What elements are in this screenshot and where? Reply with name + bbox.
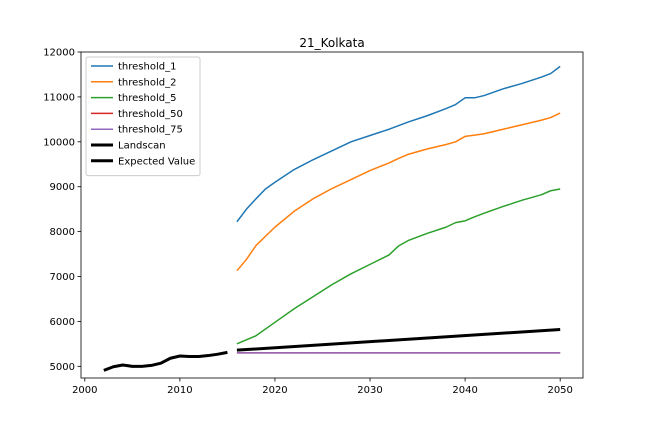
y-tick-label: 10000: [43, 137, 75, 148]
x-tick-label: 2000: [72, 385, 97, 396]
legend-label-threshold-5: threshold_5: [118, 93, 176, 104]
x-tick-label: 2040: [452, 385, 477, 396]
y-tick-label: 5000: [50, 362, 75, 373]
y-tick-label: 7000: [50, 272, 75, 283]
chart-title: 21_Kolkata: [299, 36, 364, 50]
y-tick-label: 8000: [50, 227, 75, 238]
legend-label-landscan: Landscan: [118, 141, 166, 152]
series-line-landscan: [103, 350, 228, 372]
legend-box: [85, 56, 201, 177]
axes-layer: 2000 2010 2020 2030 2040 2050 5000 6000 7000 8000…: [43, 48, 584, 396]
legend-label-threshold-75: threshold_75: [118, 125, 183, 136]
x-tick-label: 2020: [262, 385, 287, 396]
legend-label-threshold-50: threshold_50: [118, 109, 183, 120]
y-tick-label: 6000: [50, 317, 75, 328]
x-tick-label: 2010: [167, 385, 192, 396]
legend-label-threshold-1: threshold_1: [118, 62, 176, 73]
series-line-threshold-2: [236, 112, 561, 272]
y-tick-label: 12000: [43, 48, 75, 59]
series-layer: [103, 65, 561, 372]
legend-label-threshold-2: threshold_2: [118, 77, 176, 88]
legend-label-expected-value: Expected Value: [118, 156, 195, 167]
legend: threshold_1 threshold_2 threshold_5thresho…: [85, 56, 201, 177]
plot-frame: [80, 51, 584, 379]
series-line-threshold-5: [236, 188, 561, 345]
series-line-threshold-1: [236, 65, 561, 223]
y-tick-label: 11000: [43, 92, 75, 103]
x-tick-label: 2050: [547, 385, 572, 396]
x-tick-label: 2030: [357, 385, 382, 396]
y-tick-label: 9000: [50, 182, 75, 193]
series-line-expected-value: [236, 328, 561, 352]
